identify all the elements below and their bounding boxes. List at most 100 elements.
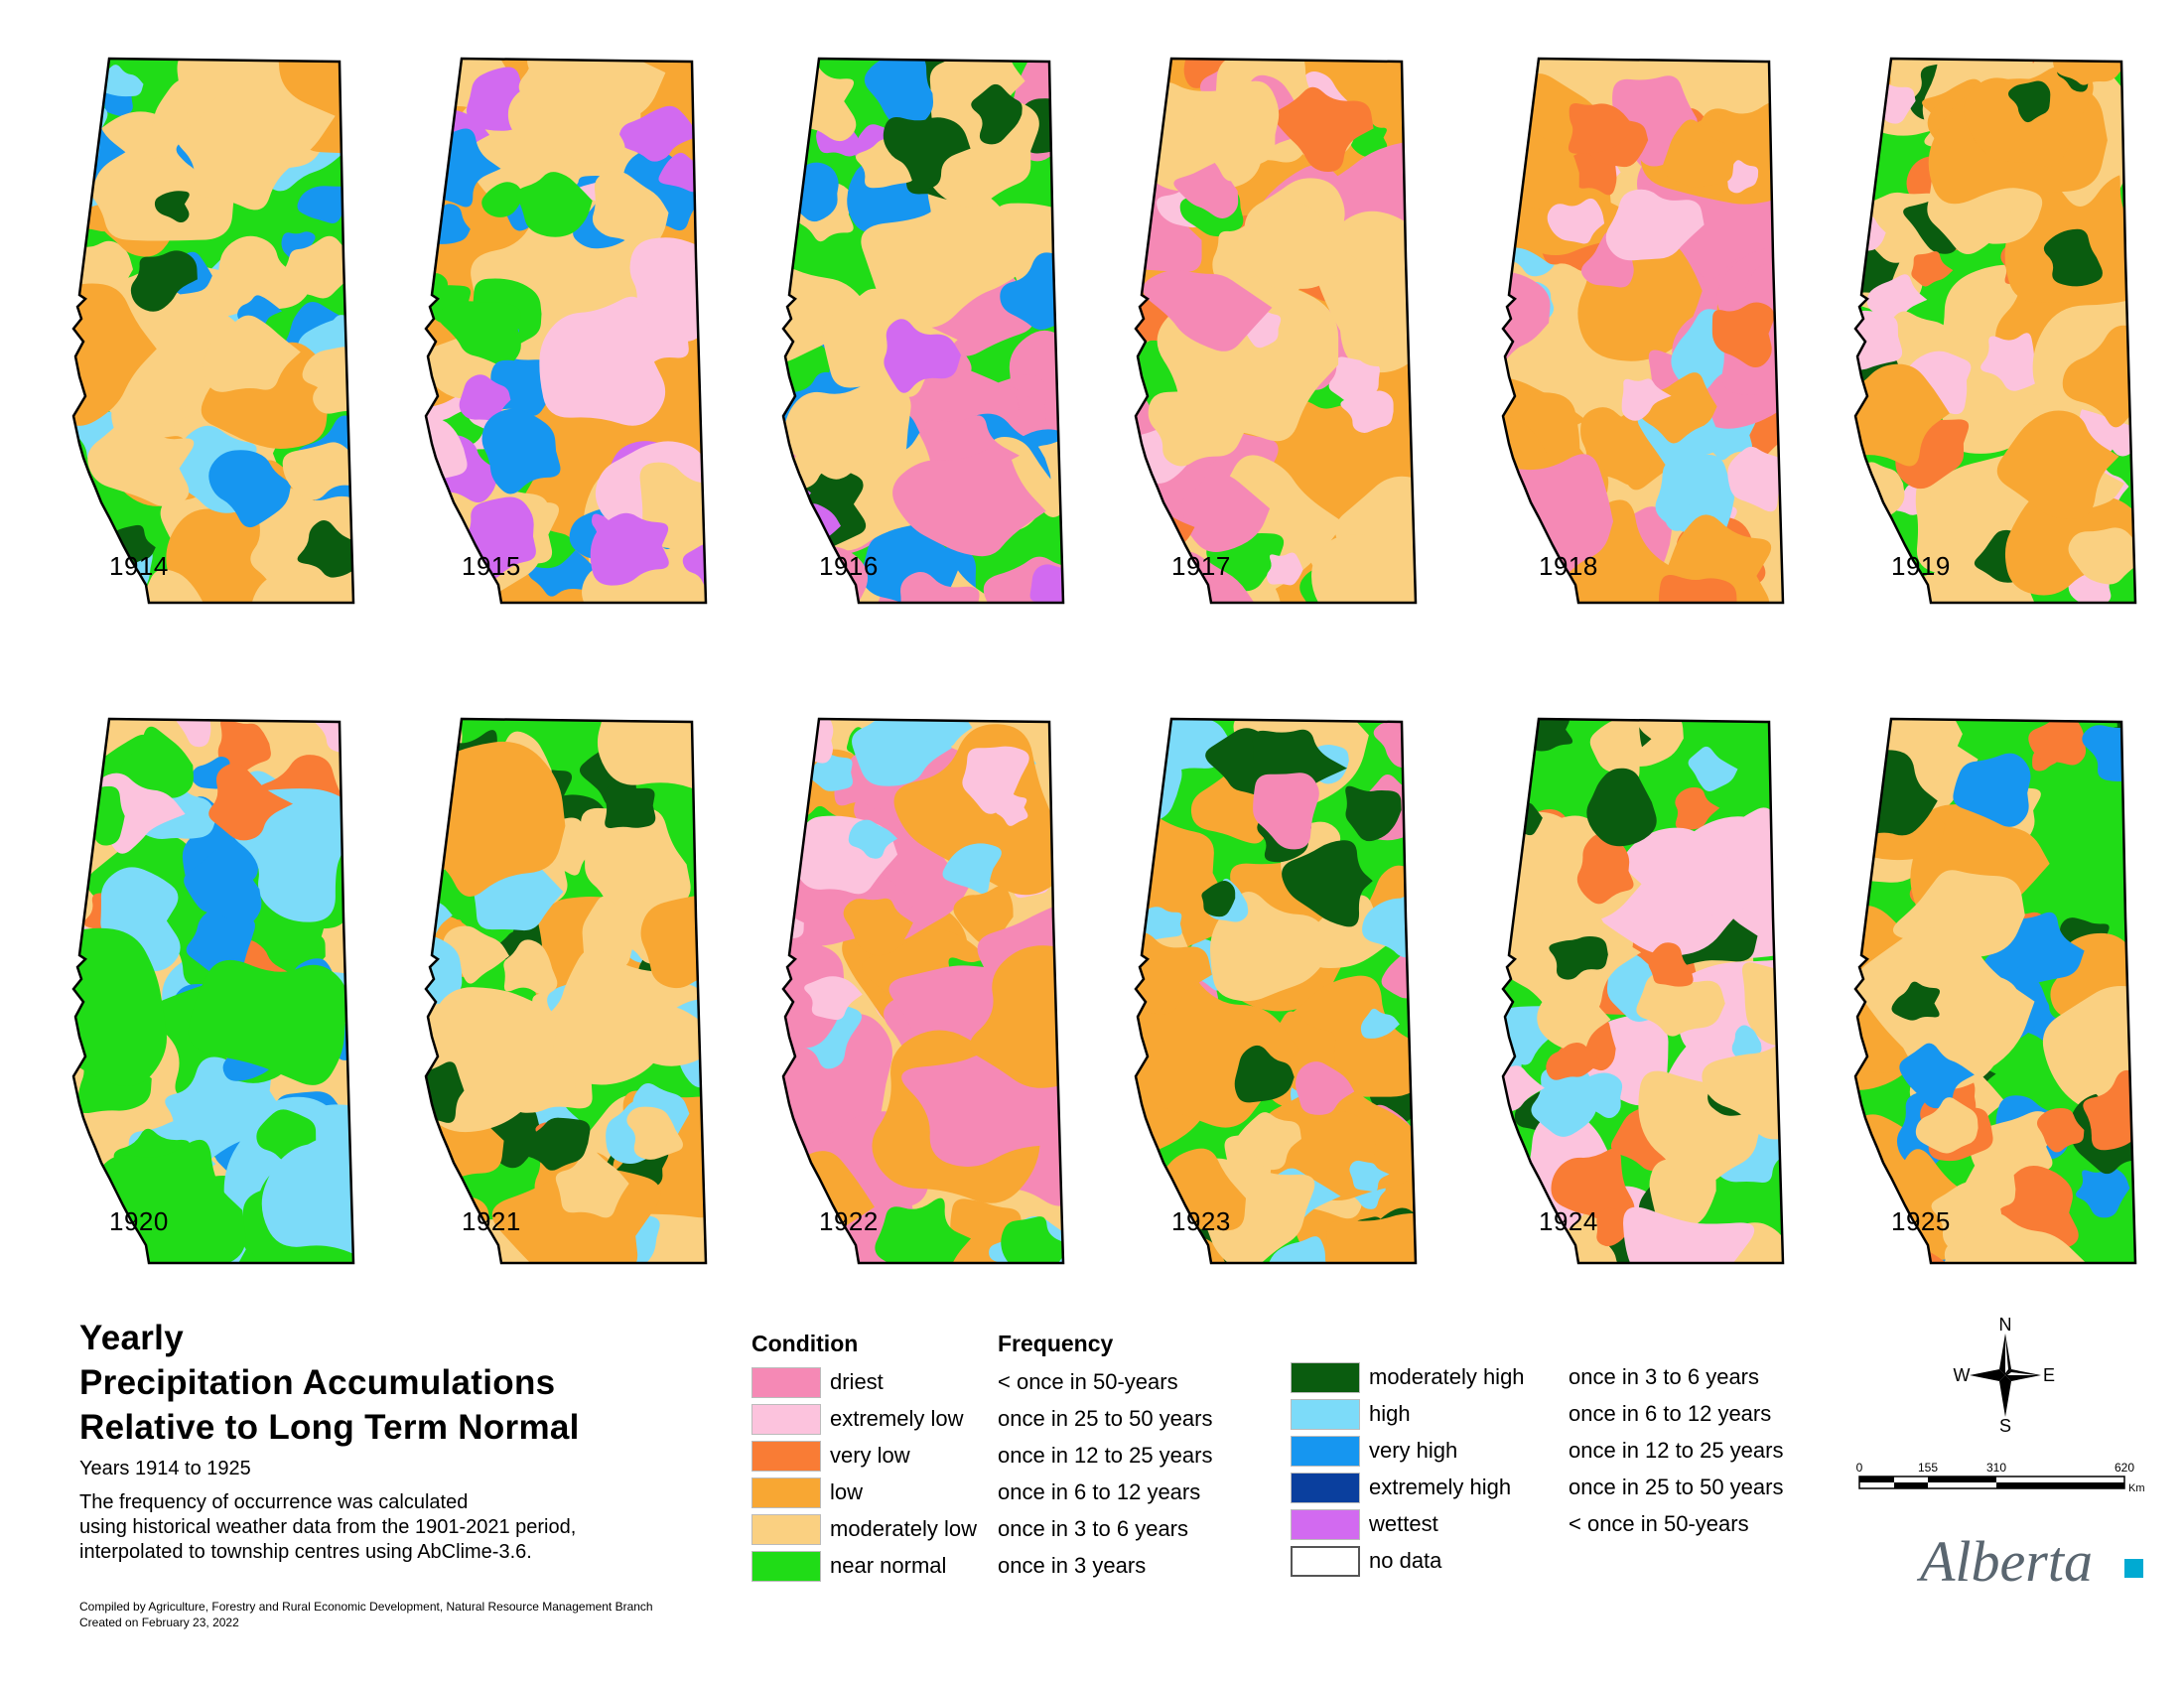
year-label: 1918 — [1539, 551, 1598, 581]
legend-frequency-label: < once in 50-years — [1569, 1511, 1749, 1536]
legend-condition-label: extremely low — [830, 1406, 964, 1431]
years-subtitle: Years 1914 to 1925 — [79, 1458, 251, 1479]
year-label: 1916 — [819, 551, 879, 581]
compass-e: E — [2043, 1365, 2055, 1385]
legend-swatch — [751, 1404, 821, 1435]
province-map-1923: 1923 — [1132, 715, 1430, 1271]
legend-swatch — [1291, 1473, 1360, 1503]
precipitation-map — [781, 717, 1065, 1265]
legend-condition-label: wettest — [1369, 1511, 1438, 1536]
scale-tick-label: 155 — [1918, 1461, 1938, 1475]
scale-bar: 0 155 310 620 Km — [1856, 1461, 2144, 1494]
legend-condition-label: driest — [830, 1369, 884, 1394]
map-title-line-2: Precipitation Accumulations — [79, 1363, 556, 1402]
legend-condition-label: near normal — [830, 1553, 947, 1578]
legend-row-high: high once in 6 to 12 years — [1291, 1399, 1846, 1431]
precipitation-map — [71, 717, 355, 1265]
compass-rose-icon: N S W E — [1954, 1316, 2056, 1435]
scale-tick-label: 310 — [1986, 1461, 2006, 1475]
legend-row-moderately-high: moderately high once in 3 to 6 years — [1291, 1362, 1846, 1394]
precipitation-map — [71, 57, 355, 605]
province-map-1918: 1918 — [1499, 55, 1797, 611]
legend-swatch — [751, 1477, 821, 1508]
legend-swatch — [1291, 1436, 1360, 1467]
logo-wordmark: Alberta — [1916, 1529, 2093, 1594]
legend-swatch — [1291, 1399, 1360, 1430]
alberta-logo: Alberta — [1916, 1529, 2143, 1594]
province-map-1916: 1916 — [779, 55, 1077, 611]
legend-row-extremely-high: extremely high once in 25 to 50 years — [1291, 1473, 1846, 1504]
legend-swatch — [1291, 1546, 1360, 1577]
description-line: using historical weather data from the 1… — [79, 1516, 577, 1538]
legend-swatch — [1291, 1509, 1360, 1540]
scale-unit: Km — [2128, 1482, 2144, 1494]
year-label: 1921 — [462, 1206, 521, 1236]
compass-w: W — [1954, 1365, 1971, 1385]
description-line: interpolated to township centres using A… — [79, 1541, 532, 1563]
year-label: 1920 — [109, 1206, 169, 1236]
legend-frequency-header: Frequency — [998, 1331, 1114, 1356]
province-map-1921: 1921 — [422, 715, 720, 1271]
year-label: 1924 — [1539, 1206, 1598, 1236]
legend-frequency-label: once in 3 to 6 years — [1569, 1364, 1760, 1389]
map-title-line-3: Relative to Long Term Normal — [79, 1408, 580, 1447]
scale-tick-label: 620 — [2115, 1461, 2134, 1475]
legend-frequency-label: < once in 50-years — [998, 1369, 1178, 1394]
description: The frequency of occurrence was calculat… — [79, 1490, 695, 1565]
legend-condition-label: moderately low — [830, 1516, 977, 1541]
year-label: 1922 — [819, 1206, 879, 1236]
title-block: Yearly Precipitation Accumulations Relat… — [79, 1316, 695, 1565]
legend-condition-label: no data — [1369, 1548, 1442, 1573]
precipitation-map — [1501, 717, 1785, 1265]
credit-line: Compiled by Agriculture, Forestry and Ru… — [79, 1600, 653, 1614]
credits: Compiled by Agriculture, Forestry and Ru… — [79, 1599, 653, 1630]
legend-frequency-label: once in 3 years — [998, 1553, 1147, 1578]
year-label: 1914 — [109, 551, 169, 581]
legend-row-wettest: wettest < once in 50-years — [1291, 1509, 1846, 1541]
legend-frequency-label: once in 6 to 12 years — [1569, 1401, 1772, 1426]
legend-swatch — [751, 1441, 821, 1472]
legend-swatch — [1291, 1362, 1360, 1393]
legend-condition-label: high — [1369, 1401, 1411, 1426]
compass-n: N — [1999, 1316, 2012, 1335]
year-label: 1925 — [1891, 1206, 1951, 1236]
legend-frequency-label: once in 25 to 50 years — [998, 1406, 1213, 1431]
legend-frequency-label: once in 12 to 25 years — [998, 1443, 1213, 1468]
year-label: 1915 — [462, 551, 521, 581]
legend-row-driest: driest < once in 50-years — [751, 1367, 1307, 1399]
precipitation-map — [1853, 717, 2137, 1265]
legend-condition-label: very low — [830, 1443, 910, 1468]
description-line: The frequency of occurrence was calculat… — [79, 1491, 469, 1513]
map-title-line-1: Yearly — [79, 1319, 184, 1357]
legend-frequency-label: once in 12 to 25 years — [1569, 1438, 1784, 1463]
province-map-1915: 1915 — [422, 55, 720, 611]
legend-row-low: low once in 6 to 12 years — [751, 1477, 1307, 1509]
legend-row-near-normal: near normal once in 3 years — [751, 1551, 1307, 1583]
province-map-1917: 1917 — [1132, 55, 1430, 611]
precipitation-map — [424, 717, 708, 1265]
credit-date: Created on February 23, 2022 — [79, 1616, 239, 1629]
legend-condition-label: extremely high — [1369, 1475, 1512, 1499]
legend-row-very-high: very high once in 12 to 25 years — [1291, 1436, 1846, 1468]
legend-row-no-data: no data — [1291, 1546, 1846, 1578]
legend-row-moderately-low: moderately low once in 3 to 6 years — [751, 1514, 1307, 1546]
legend-row-very-low: very low once in 12 to 25 years — [751, 1441, 1307, 1473]
province-map-1919: 1919 — [1851, 55, 2149, 611]
year-label: 1919 — [1891, 551, 1951, 581]
map-grid: 1914 1915 1916 1917 1918 1919 1920 1921 1922 1923… — [71, 55, 2149, 1271]
legend-swatch — [751, 1367, 821, 1398]
province-map-1925: 1925 — [1851, 715, 2149, 1271]
legend-row-extremely-low: extremely low once in 25 to 50 years — [751, 1404, 1307, 1436]
precipitation-map — [1501, 57, 1785, 605]
precipitation-map — [1853, 57, 2137, 605]
province-map-1924: 1924 — [1499, 715, 1797, 1271]
legend-frequency-label: once in 3 to 6 years — [998, 1516, 1189, 1541]
legend-frequency-label: once in 6 to 12 years — [998, 1479, 1201, 1504]
legend-condition-label: moderately high — [1369, 1364, 1525, 1389]
legend-swatch — [751, 1551, 821, 1582]
precipitation-map — [1134, 717, 1418, 1265]
legend-condition-label: low — [830, 1479, 864, 1504]
precipitation-map — [1134, 57, 1418, 605]
scale-tick-label: 0 — [1856, 1461, 1863, 1475]
precipitation-map — [781, 57, 1065, 605]
